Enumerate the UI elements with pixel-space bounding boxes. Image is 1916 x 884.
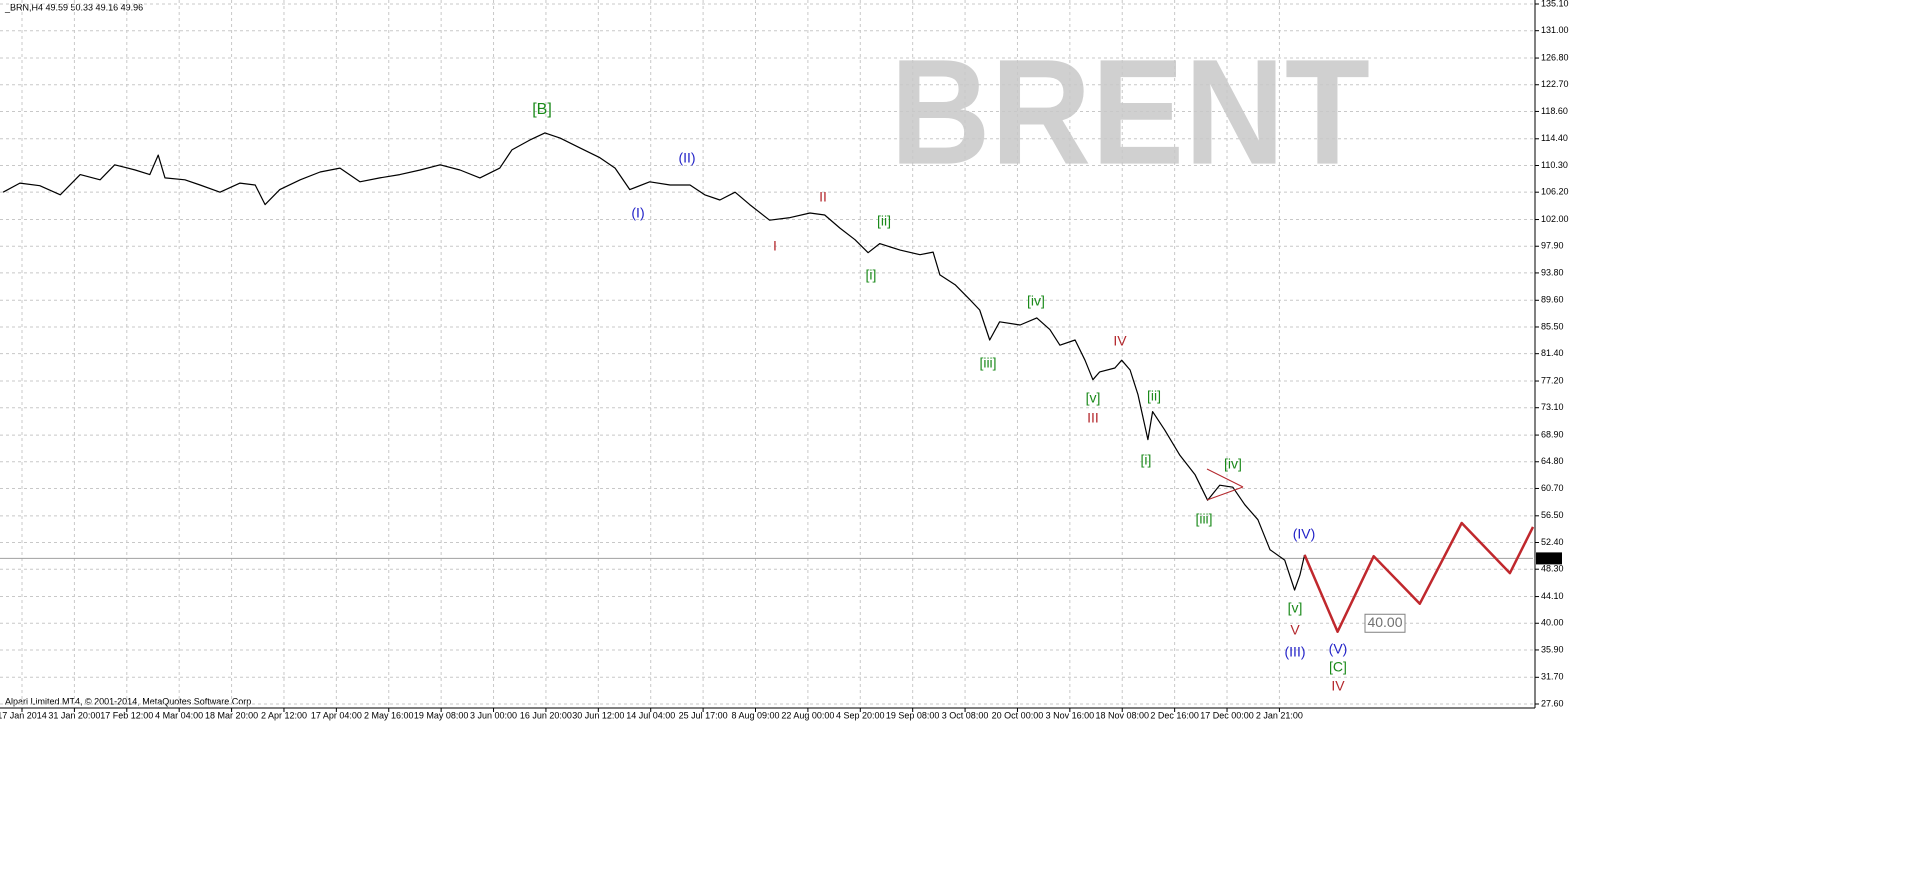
last-price-box	[1536, 552, 1562, 565]
target-label: 40.00	[1367, 614, 1402, 630]
wave-label: IV	[1113, 333, 1127, 349]
price-line	[1303, 521, 1535, 633]
wave-label: [B]	[532, 101, 552, 118]
wave-label: [iv]	[1224, 456, 1242, 472]
wave-label: [i]	[1141, 452, 1152, 468]
y-tick-label: 52.40	[1541, 537, 1564, 547]
wave-label: I	[773, 238, 777, 254]
target-box	[1364, 613, 1406, 633]
wave-label: V	[1290, 622, 1300, 638]
y-tick-label: 77.20	[1541, 375, 1564, 385]
x-tick-label: 17 Dec 00:00	[1200, 710, 1254, 720]
y-tick-label: 40.00	[1541, 618, 1564, 628]
wave-label: (V)	[1329, 641, 1348, 657]
x-tick-label: 2 Jan 21:00	[1256, 710, 1303, 720]
y-tick-label: 118.60	[1541, 106, 1568, 116]
y-tick-label: 110.30	[1541, 160, 1568, 170]
x-tick-label: 19 May 08:00	[414, 710, 469, 720]
x-tick-label: 18 Mar 20:00	[205, 710, 258, 720]
wave-label: [iii]	[1195, 511, 1212, 527]
y-tick-label: 131.00	[1541, 25, 1569, 35]
wave-label: [i]	[866, 267, 877, 283]
wave-label: (II)	[678, 150, 695, 166]
x-tick-label: 20 Oct 00:00	[992, 710, 1044, 720]
wave-label: [C]	[1329, 659, 1347, 675]
y-tick-label: 44.10	[1541, 591, 1564, 601]
x-tick-label: 17 Apr 04:00	[311, 710, 362, 720]
x-tick-label: 3 Nov 16:00	[1046, 710, 1095, 720]
wave-label: III	[1087, 410, 1099, 426]
footer: Alpari Limited MT4, © 2001-2014, MetaQuo…	[5, 696, 254, 706]
wave-label: (I)	[631, 205, 644, 221]
y-tick-label: 35.90	[1541, 644, 1564, 654]
x-tick-label: 17 Feb 12:00	[100, 710, 153, 720]
y-tick-label: 89.60	[1541, 295, 1564, 305]
y-tick-label: 68.90	[1541, 429, 1564, 439]
y-tick-label: 114.40	[1541, 133, 1568, 143]
wave-label: [v]	[1288, 600, 1303, 616]
y-tick-label: 73.10	[1541, 402, 1564, 412]
wedge-line	[1206, 468, 1244, 488]
wave-label: [ii]	[877, 213, 891, 229]
y-tick-label: 56.50	[1541, 510, 1564, 520]
x-tick-label: 2 Dec 16:00	[1150, 710, 1199, 720]
wave-label: [iii]	[979, 355, 996, 371]
chart-title: _BRN,H4 49.59 50.33 49.16 49.96	[4, 2, 143, 12]
x-tick-label: 2 Apr 12:00	[261, 710, 307, 720]
wave-label: [iv]	[1027, 293, 1045, 309]
y-tick-label: 85.50	[1541, 321, 1564, 331]
x-tick-label: 3 Jun 00:00	[470, 710, 517, 720]
y-tick-label: 27.60	[1541, 698, 1564, 708]
x-tick-label: 8 Aug 09:00	[731, 710, 779, 720]
x-tick-label: 25 Jul 17:00	[679, 710, 728, 720]
x-tick-label: 31 Jan 20:00	[48, 710, 100, 720]
y-tick-label: 93.80	[1541, 267, 1564, 277]
y-tick-label: 97.90	[1541, 241, 1564, 251]
y-tick-label: 60.70	[1541, 483, 1564, 493]
y-tick-label: 122.70	[1541, 79, 1569, 89]
wedge-line	[1206, 486, 1244, 501]
x-tick-label: 2 May 16:00	[364, 710, 414, 720]
y-tick-label: 102.00	[1541, 214, 1569, 224]
x-tick-label: 19 Sep 08:00	[886, 710, 940, 720]
x-tick-label: 4 Mar 04:00	[155, 710, 203, 720]
y-tick-label: 81.40	[1541, 348, 1564, 358]
x-tick-label: 22 Aug 00:00	[781, 710, 834, 720]
y-tick-label: 126.80	[1541, 52, 1569, 62]
wave-label: II	[819, 189, 827, 205]
x-tick-label: 14 Jul 04:00	[626, 710, 675, 720]
wave-label: [ii]	[1147, 388, 1161, 404]
x-tick-label: 4 Sep 20:00	[836, 710, 885, 720]
x-tick-label: 17 Jan 2014	[0, 710, 47, 720]
y-tick-label: 48.30	[1541, 564, 1564, 574]
wave-label: IV	[1331, 678, 1345, 694]
price-line	[2, 132, 1306, 591]
x-tick-label: 18 Nov 08:00	[1095, 710, 1149, 720]
y-tick-label: 135.10	[1541, 0, 1569, 8]
y-tick-label: 31.70	[1541, 672, 1564, 682]
x-tick-label: 16 Jun 20:00	[520, 710, 572, 720]
y-tick-label: 64.80	[1541, 456, 1564, 466]
wave-label: [v]	[1086, 390, 1101, 406]
x-tick-label: 3 Oct 08:00	[942, 710, 989, 720]
x-tick-label: 30 Jun 12:00	[572, 710, 624, 720]
wave-label: (IV)	[1293, 526, 1316, 542]
wave-label: (III)	[1285, 644, 1306, 660]
y-tick-label: 106.20	[1541, 187, 1569, 197]
last-price-label: 49.96	[1539, 553, 1562, 563]
